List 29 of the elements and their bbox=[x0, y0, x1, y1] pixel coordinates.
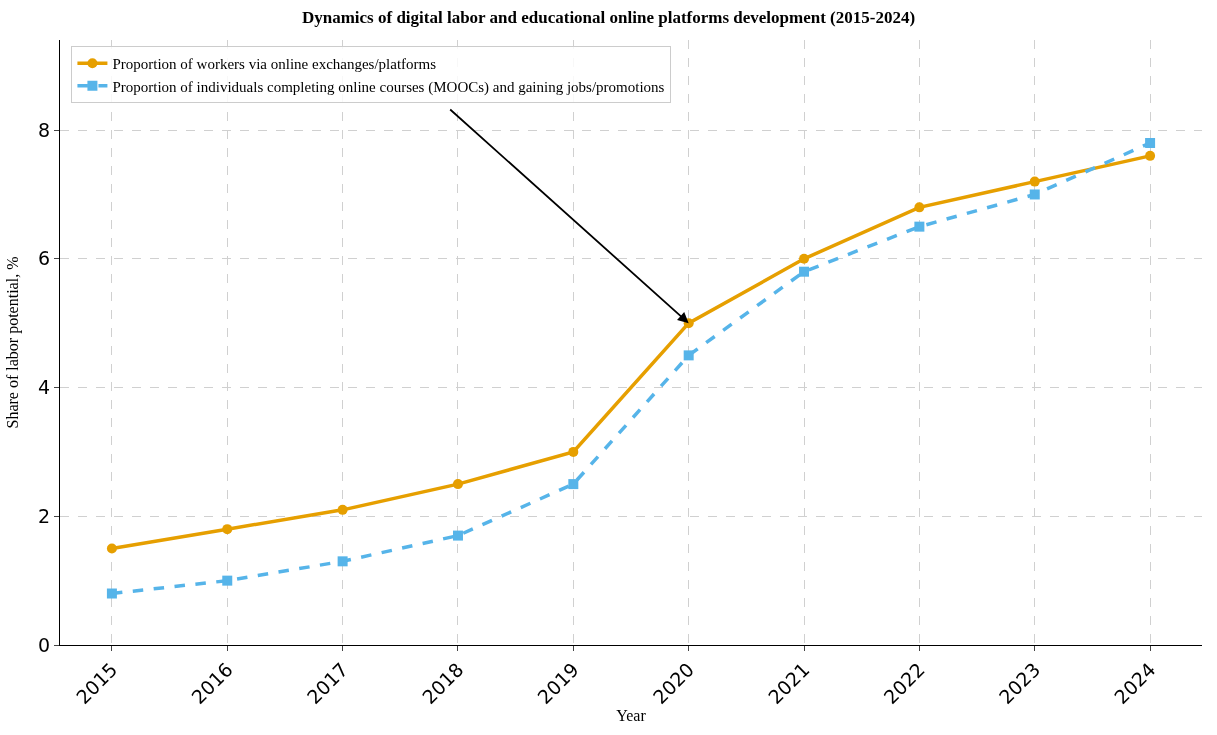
point bbox=[568, 479, 579, 490]
chart-title: Dynamics of digital labor and educational online platforms development (2015-2024) bbox=[301, 7, 916, 27]
y-tick-label: 8 bbox=[38, 118, 51, 141]
point bbox=[1145, 150, 1156, 161]
legend-label: Proportion of workers via online exchanges/platforms bbox=[112, 56, 437, 73]
point bbox=[914, 202, 925, 213]
y-axis-title: Share of labor potential, % bbox=[4, 256, 23, 429]
point bbox=[452, 479, 463, 490]
point bbox=[337, 504, 348, 515]
point bbox=[106, 543, 117, 554]
y-tick-label: 6 bbox=[38, 247, 51, 270]
point bbox=[106, 588, 117, 599]
point bbox=[799, 253, 810, 264]
legend-label: Proportion of individuals completing online courses (MOOCs) and gaining jobs/promotions bbox=[112, 78, 665, 96]
point bbox=[914, 221, 925, 232]
point bbox=[337, 556, 348, 567]
point bbox=[568, 446, 579, 457]
point bbox=[1029, 189, 1040, 200]
point bbox=[452, 530, 463, 541]
y-tick-label: 4 bbox=[38, 376, 51, 399]
point bbox=[1029, 176, 1040, 187]
point bbox=[683, 350, 694, 361]
point bbox=[799, 266, 810, 277]
x-axis-title: Year bbox=[616, 706, 647, 724]
point bbox=[222, 575, 233, 586]
y-tick-label: 2 bbox=[38, 504, 51, 527]
point bbox=[1145, 137, 1156, 148]
point bbox=[222, 524, 233, 535]
y-tick-label: 0 bbox=[38, 633, 51, 656]
